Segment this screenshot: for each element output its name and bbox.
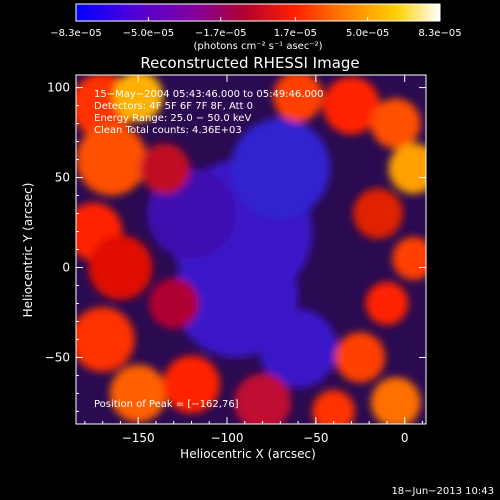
heatmap-blob bbox=[335, 332, 386, 383]
colorbar: −8.3e−05 −5.0e−05 −1.7e−05 1.7e−05 5.0e−05 8.… bbox=[50, 3, 462, 52]
heatmap-blob bbox=[76, 123, 148, 196]
footer-timestamp: 18−Jun−2013 10:43 bbox=[391, 486, 494, 497]
heatmap-blob bbox=[234, 373, 291, 424]
heatmap-blob bbox=[230, 118, 331, 219]
heatmap-blob bbox=[365, 281, 409, 326]
colorbar-tick-label: −1.7e−05 bbox=[195, 28, 247, 39]
y-tick-label: 100 bbox=[47, 81, 70, 95]
colorbar-gradient bbox=[75, 3, 441, 22]
annotation-line: Detectors: 4F 5F 6F 7F 8F, Att 0 bbox=[94, 101, 253, 112]
x-tick-label: −100 bbox=[211, 431, 244, 445]
heatmap-blob bbox=[88, 235, 153, 300]
heatmap-blob bbox=[312, 389, 355, 424]
y-tick-label: −50 bbox=[45, 350, 70, 364]
y-tick-label: 50 bbox=[55, 171, 70, 185]
heatmap-blob bbox=[353, 188, 403, 239]
x-tick-label: −150 bbox=[122, 431, 155, 445]
colorbar-tick-label: 5.0e−05 bbox=[346, 28, 389, 39]
y-axis-ticks: −50 0 50 100 bbox=[45, 81, 426, 412]
colorbar-tick-label: 8.3e−05 bbox=[418, 28, 461, 39]
colorbar-ticks: −8.3e−05 −5.0e−05 −1.7e−05 1.7e−05 5.0e−05 8.… bbox=[50, 17, 462, 39]
y-tick-label: 0 bbox=[62, 260, 70, 274]
heatmap-blob bbox=[273, 75, 323, 122]
heatmap-blob bbox=[148, 278, 199, 329]
chart-title: Reconstructed RHESSI Image bbox=[140, 54, 359, 72]
heatmap-blob bbox=[388, 143, 426, 194]
heatmap-blob bbox=[113, 75, 164, 122]
heatmap-blob bbox=[322, 76, 380, 135]
heatmap-blob bbox=[109, 364, 167, 423]
heatmap-image bbox=[76, 75, 426, 424]
annotation-line: 15−May−2004 05:43:46.000 to 05:49:46.000 bbox=[94, 89, 324, 100]
annotation-line: Clean Total counts: 4.36E+03 bbox=[94, 125, 242, 136]
x-tick-label: −50 bbox=[303, 431, 328, 445]
heatmap-blob bbox=[139, 143, 190, 194]
x-tick-label: 0 bbox=[401, 431, 409, 445]
heatmap-blob bbox=[76, 307, 135, 372]
annotation-line: Energy Range: 25.0 − 50.0 keV bbox=[94, 113, 251, 124]
colorbar-tick-label: 1.7e−05 bbox=[274, 28, 317, 39]
heatmap-blob bbox=[392, 236, 426, 281]
heatmap-blob bbox=[370, 98, 421, 149]
image-annotations: 15−May−2004 05:43:46.000 to 05:49:46.000… bbox=[94, 89, 324, 136]
heatmap-blob bbox=[258, 308, 338, 389]
y-axis-label: Heliocentric Y (arcsec) bbox=[21, 183, 35, 318]
peak-position-label: Position of Peak = [−162,76] bbox=[94, 399, 239, 410]
heatmap-blob bbox=[370, 377, 421, 424]
x-axis-ticks: −150 −100 −50 0 bbox=[84, 75, 423, 445]
x-axis-label: Heliocentric X (arcsec) bbox=[180, 447, 316, 461]
colorbar-tick-label: −8.3e−05 bbox=[50, 28, 102, 39]
heatmap-blob bbox=[163, 355, 220, 414]
colorbar-units-label: (photons cm⁻² s⁻¹ asec⁻²) bbox=[193, 41, 322, 52]
colorbar-tick-label: −5.0e−05 bbox=[123, 28, 175, 39]
